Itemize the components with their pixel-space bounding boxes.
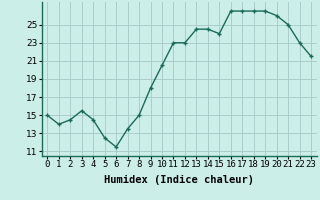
X-axis label: Humidex (Indice chaleur): Humidex (Indice chaleur): [104, 175, 254, 185]
